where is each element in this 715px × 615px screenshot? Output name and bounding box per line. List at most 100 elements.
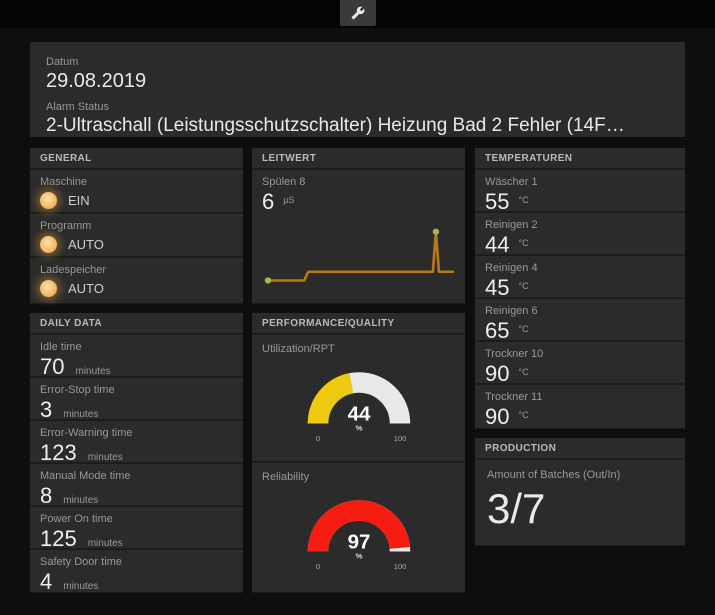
daily-unit: minutes	[87, 452, 123, 463]
panel-leitwert-title: LEITWERT	[252, 148, 465, 170]
daily-row: Idle time 70 minutes	[30, 335, 243, 379]
daily-label: Error-Stop time	[40, 384, 115, 396]
temperaturen-label: Trockner 10	[485, 348, 544, 360]
alarm-status-label: Alarm Status	[46, 101, 109, 113]
leitwert-sparkline-chart	[252, 216, 465, 306]
panel-production: PRODUCTION Amount of Batches (Out/In) 3/…	[475, 438, 685, 545]
temperaturen-row: Reinigen 4 45 °C	[475, 256, 685, 300]
general-row-programm: Programm AUTO	[30, 214, 243, 258]
leitwert-value: 6	[262, 189, 275, 214]
daily-unit: minutes	[87, 538, 123, 549]
maschine-value: EIN	[68, 193, 90, 208]
gauge-chart: 44% 0 100	[307, 372, 410, 443]
leitwert-reading: Spülen 8 6 µS	[252, 170, 465, 216]
ladespeicher-led-indicator	[40, 280, 57, 297]
daily-row: Error-Stop time 3 minutes	[30, 378, 243, 422]
daily-row: Safety Door time 4 minutes	[30, 550, 243, 594]
daily-value: 123	[40, 440, 77, 465]
temperaturen-unit: °C	[518, 238, 529, 248]
batches-label: Amount of Batches (Out/In)	[487, 469, 621, 481]
gauge-utilization-rpt: Utilization/RPT 44% 0 100	[252, 335, 465, 463]
daily-row: Power On time 125 minutes	[30, 507, 243, 551]
gauge-reliability: Reliability 97% 0 100	[252, 463, 465, 589]
panel-temperaturen-title: TEMPERATUREN	[475, 148, 685, 170]
daily-value: 8	[40, 483, 53, 508]
daily-label: Idle time	[40, 341, 82, 353]
production-batches: Amount of Batches (Out/In) 3/7	[475, 460, 685, 540]
temperaturen-label: Reinigen 4	[485, 262, 538, 274]
daily-label: Power On time	[40, 513, 113, 525]
settings-button[interactable]	[340, 0, 376, 26]
temperaturen-row: Wäscher 1 55 °C	[475, 170, 685, 214]
panel-daily-data-title: DAILY DATA	[30, 313, 243, 335]
gauge-value: 97	[347, 530, 370, 553]
daily-unit: minutes	[63, 409, 99, 420]
daily-row: Manual Mode time 8 minutes	[30, 464, 243, 508]
sparkline-marker	[432, 228, 440, 235]
daily-unit: minutes	[63, 581, 99, 592]
gauge-unit: %	[355, 552, 362, 561]
temperaturen-row: Trockner 10 90 °C	[475, 342, 685, 386]
daily-label: Manual Mode time	[40, 470, 131, 482]
temperaturen-label: Reinigen 6	[485, 305, 538, 317]
temperaturen-value: 55	[485, 189, 510, 214]
daily-row: Error-Warning time 123 minutes	[30, 421, 243, 465]
gauge-min-label: 0	[315, 434, 319, 443]
programm-led-indicator	[40, 236, 57, 253]
general-row-ladespeicher: Ladespeicher AUTO	[30, 258, 243, 302]
panel-production-title: PRODUCTION	[475, 438, 685, 460]
panel-general-title: GENERAL	[30, 148, 243, 170]
temperaturen-unit: °C	[518, 281, 529, 291]
programm-label: Programm	[40, 220, 92, 232]
daily-unit: minutes	[75, 366, 111, 377]
alarm-status-value: 2-Ultraschall (Leistungsschutzschalter) …	[46, 115, 625, 136]
panel-temperaturen: TEMPERATUREN Wäscher 1 55 °C Reinigen 2 44 °C…	[475, 148, 685, 429]
gauge-max-label: 100	[393, 434, 406, 443]
panel-leitwert: LEITWERT Spülen 8 6 µS	[252, 148, 465, 303]
temperaturen-row: Reinigen 2 44 °C	[475, 213, 685, 257]
daily-value: 70	[40, 354, 65, 379]
ladespeicher-value: AUTO	[68, 281, 104, 296]
temperaturen-label: Trockner 11	[485, 391, 543, 403]
gauge-unit: %	[355, 424, 362, 433]
top-bar	[0, 0, 715, 28]
gauge-min-label: 0	[315, 562, 319, 571]
temperaturen-value: 65	[485, 318, 510, 343]
datum-value: 29.08.2019	[46, 70, 147, 92]
maschine-label: Maschine	[40, 176, 88, 188]
daily-unit: minutes	[63, 495, 99, 506]
status-header-card: Datum 29.08.2019 Alarm Status 2-Ultrasch…	[30, 42, 685, 137]
leitwert-step-label: Spülen 8	[262, 176, 306, 188]
temperaturen-row: Reinigen 6 65 °C	[475, 299, 685, 343]
gauge-label: Reliability	[262, 471, 310, 483]
temperaturen-label: Reinigen 2	[485, 219, 538, 231]
temperaturen-value: 90	[485, 404, 510, 429]
temperaturen-unit: °C	[518, 410, 529, 420]
temperaturen-value: 44	[485, 232, 510, 257]
daily-value: 4	[40, 569, 53, 594]
gauge-label: Utilization/RPT	[262, 343, 335, 355]
temperaturen-value: 90	[485, 361, 510, 386]
general-row-maschine: Maschine EIN	[30, 170, 243, 214]
daily-value: 125	[40, 526, 77, 551]
wrench-icon	[351, 6, 365, 20]
temperaturen-label: Wäscher 1	[485, 176, 538, 188]
panel-daily-data: DAILY DATA Idle time 70 minutes Error-Stop …	[30, 313, 243, 594]
batches-value: 3/7	[487, 485, 546, 532]
sparkline-marker	[264, 277, 272, 284]
temperaturen-value: 45	[485, 275, 510, 300]
gauge-chart: 97% 0 100	[307, 500, 410, 571]
leitwert-unit: µS	[283, 195, 295, 205]
daily-value: 3	[40, 397, 53, 422]
panel-performance-quality: PERFORMANCE/QUALITY Utilization/RPT 44% 0 1…	[252, 313, 465, 592]
temperaturen-unit: °C	[518, 367, 529, 377]
temperaturen-unit: °C	[518, 324, 529, 334]
daily-label: Error-Warning time	[40, 427, 133, 439]
panel-general: GENERAL Maschine EIN Programm AUTO Lades…	[30, 148, 243, 303]
daily-label: Safety Door time	[40, 556, 122, 568]
gauge-value: 44	[347, 402, 370, 425]
ladespeicher-label: Ladespeicher	[40, 264, 107, 276]
datum-label: Datum	[46, 56, 79, 68]
panel-performance-title: PERFORMANCE/QUALITY	[252, 313, 465, 335]
